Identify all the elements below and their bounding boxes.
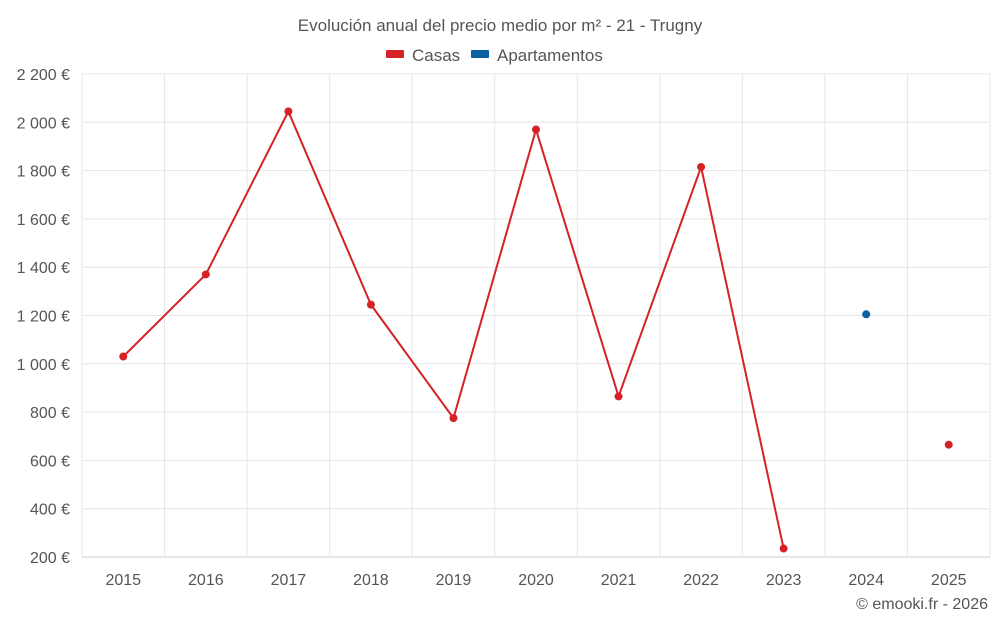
data-point-casas-2015[interactable] xyxy=(119,352,128,361)
x-tick-label: 2018 xyxy=(353,572,389,589)
credit-text: © emooki.fr - 2026 xyxy=(856,596,988,613)
x-tick-label: 2019 xyxy=(436,572,472,589)
x-tick-label: 2021 xyxy=(601,572,637,589)
legend-label-casas: Casas xyxy=(412,46,460,65)
y-tick-label: 2 200 € xyxy=(17,67,70,84)
data-point-casas-2018[interactable] xyxy=(366,300,375,309)
x-tick-label: 2020 xyxy=(518,572,554,589)
y-tick-label: 200 € xyxy=(30,550,70,567)
series-casas xyxy=(119,107,953,553)
y-axis-labels: 200 € 400 € 600 € 800 € 1 000 € 1 200 € 1 400 … xyxy=(17,67,70,567)
data-point-casas-2022[interactable] xyxy=(697,162,706,171)
grid xyxy=(81,73,991,558)
y-tick-label: 1 400 € xyxy=(17,260,70,277)
y-tick-label: 1 800 € xyxy=(17,164,70,181)
legend-label-apartamentos: Apartamentos xyxy=(497,46,603,65)
x-tick-label: 2016 xyxy=(188,572,224,589)
y-tick-label: 2 000 € xyxy=(17,115,70,132)
x-tick-label: 2024 xyxy=(848,572,884,589)
x-axis-labels: 2015 2016 2017 2018 2019 2020 2021 2022 2023 2024… xyxy=(105,572,966,589)
plot-area xyxy=(119,107,953,553)
data-point-casas-2019[interactable] xyxy=(449,414,458,423)
legend-swatch-apartamentos xyxy=(471,50,489,58)
series-apartamentos xyxy=(862,310,871,319)
data-point-casas-2020[interactable] xyxy=(532,125,540,134)
series-line-casas xyxy=(122,110,785,549)
data-point-apartamentos-2024[interactable] xyxy=(862,310,871,319)
data-point-casas-2016[interactable] xyxy=(201,270,210,279)
y-tick-label: 600 € xyxy=(30,453,70,470)
legend-item-apartamentos[interactable]: Apartamentos xyxy=(471,46,603,65)
legend-item-casas[interactable]: Casas xyxy=(386,46,460,65)
y-tick-label: 1 200 € xyxy=(17,309,70,326)
legend: Casas Apartamentos xyxy=(386,46,603,65)
data-point-casas-2025[interactable] xyxy=(944,440,953,449)
x-tick-label: 2023 xyxy=(766,572,802,589)
data-point-casas-2023[interactable] xyxy=(779,544,788,553)
y-tick-label: 400 € xyxy=(30,502,70,519)
x-tick-label: 2025 xyxy=(931,572,967,589)
chart-title: Evolución anual del precio medio por m² … xyxy=(298,16,703,35)
y-tick-label: 1 000 € xyxy=(17,357,70,374)
data-point-casas-2021[interactable] xyxy=(614,392,623,401)
data-point-casas-2017[interactable] xyxy=(284,107,293,116)
x-tick-label: 2017 xyxy=(271,572,307,589)
y-tick-label: 1 600 € xyxy=(17,212,70,229)
x-tick-label: 2015 xyxy=(105,572,141,589)
y-tick-label: 800 € xyxy=(30,405,70,422)
legend-swatch-casas xyxy=(386,50,404,58)
x-tick-label: 2022 xyxy=(683,572,719,589)
